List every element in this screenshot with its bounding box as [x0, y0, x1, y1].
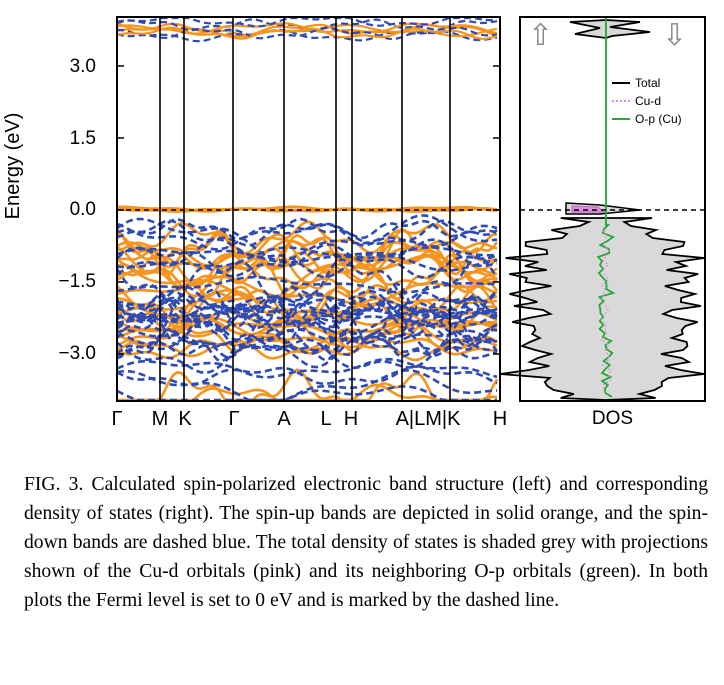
spin-up-band	[116, 253, 498, 303]
band-structure-plot	[115, 16, 706, 402]
spin-down-band	[116, 368, 498, 402]
kpoint-label: Γ	[228, 408, 240, 430]
spin-down-band	[116, 243, 498, 279]
spin-down-band	[116, 333, 498, 356]
dos-panel-frame	[519, 16, 706, 402]
legend-swatch	[612, 82, 630, 84]
spin-up-band	[116, 205, 498, 213]
spin-down-arrow-icon: ⇩	[662, 19, 688, 52]
figure-caption: FIG. 3. Calculated spin-polarized electr…	[24, 474, 708, 611]
spin-down-band	[116, 214, 498, 262]
kpoint-label: H	[492, 408, 508, 430]
spin-down-band	[116, 238, 498, 279]
spin-down-band	[116, 18, 498, 32]
spin-down-band	[116, 294, 498, 315]
spin-down-band	[116, 222, 498, 251]
legend-entry-total: Total	[612, 74, 682, 92]
spin-down-band	[115, 255, 499, 305]
spin-down-band	[116, 357, 498, 379]
legend-label: Total	[635, 76, 661, 90]
spin-down-band	[116, 295, 498, 328]
legend-swatch	[612, 100, 630, 102]
y-tick-label: 1.5	[69, 128, 96, 149]
spin-down-band	[116, 305, 497, 323]
spin-down-band	[116, 385, 497, 402]
spin-down-band	[116, 299, 498, 333]
spin-down-band	[116, 338, 498, 375]
total-dos-conduction	[569, 19, 651, 39]
kpoint-label: A|LM|K	[395, 408, 461, 430]
spin-up-band	[116, 288, 498, 326]
spin-down-band	[116, 327, 499, 363]
legend-swatch	[612, 118, 630, 120]
spin-down-band	[116, 275, 497, 294]
kpoint-label: L	[320, 408, 332, 430]
legend-label: Cu-d	[635, 94, 662, 108]
y-tick-label: −1.5	[58, 271, 96, 292]
kpoint-label: H	[343, 408, 359, 430]
legend-entry-o-p: O-p (Cu)	[612, 110, 682, 128]
spin-down-band	[116, 304, 498, 336]
y-tick-label: −3.0	[58, 343, 96, 364]
spin-up-band	[116, 249, 498, 272]
spin-down-band	[116, 246, 498, 272]
kpoint-label: Γ	[111, 408, 123, 430]
spin-down-band	[116, 294, 498, 336]
spin-down-band	[116, 365, 498, 387]
legend-label: O-p (Cu)	[635, 112, 682, 126]
band-panel-frame	[116, 16, 501, 402]
cu-d-dos-curve	[600, 229, 612, 396]
y-tick-label: 0.0	[69, 199, 96, 220]
kpoint-label: K	[178, 408, 192, 430]
spin-down-band	[116, 26, 498, 41]
spin-up-arrow-icon: ⇧	[528, 19, 554, 52]
legend-entry-cu-d: Cu-d	[612, 92, 682, 110]
kpoint-label: M	[151, 408, 169, 430]
dos-legend: Total Cu-d O-p (Cu)	[612, 74, 682, 128]
spin-up-band	[116, 26, 498, 40]
y-tick-label: 3.0	[69, 56, 96, 77]
kpoint-label: A	[277, 408, 291, 430]
spin-down-band	[116, 16, 498, 28]
spin-up-band	[116, 232, 498, 288]
spin-up-band	[116, 319, 498, 354]
spin-up-band	[117, 368, 499, 402]
spin-down-band	[116, 327, 498, 359]
dos-axis-label: DOS	[591, 408, 634, 429]
spin-down-band	[116, 219, 498, 247]
figure: Energy (eV) 3.0 1.5 0.0 −1.5 −3.0 Γ M K …	[2, 16, 706, 430]
y-axis-label: Energy (eV)	[2, 112, 24, 220]
o-p-dos-curve	[596, 17, 616, 398]
spin-down-band	[116, 300, 498, 326]
